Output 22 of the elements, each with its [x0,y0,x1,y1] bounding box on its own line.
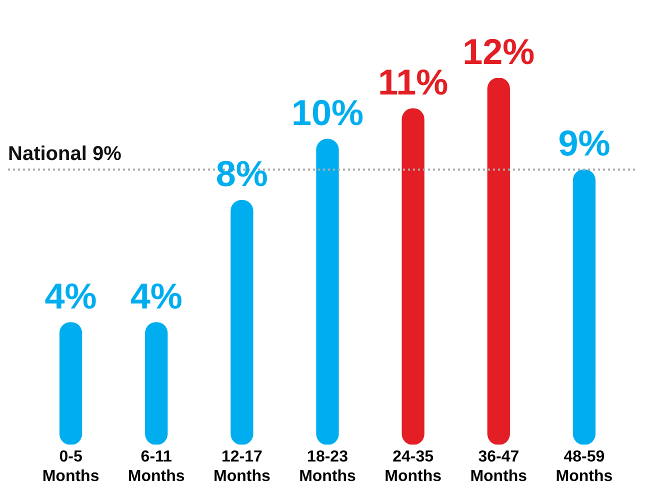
data-label: 11% [378,61,448,102]
bar [145,322,168,445]
bar [487,78,510,445]
x-tick-label: 24-35 Months [384,448,442,485]
bar [59,322,82,445]
x-tick-label: 36-47 Months [470,448,528,485]
x-tick-label: 6-11 Months [128,448,185,485]
data-label: 8% [216,153,268,194]
data-label: 12% [462,30,535,72]
bar [572,169,596,445]
bar [316,138,339,445]
data-label: 9% [558,122,610,164]
bar [402,108,424,445]
x-tick-label: 18-23 Months [299,448,356,485]
data-label: 10% [291,92,364,134]
x-tick-label: 48-59 Months [556,448,613,485]
ref-line-label: National 9% [8,143,122,166]
x-tick-label: 12-17 Months [213,448,270,485]
x-tick-label: 0-5 Months [42,448,100,485]
data-label: 4% [44,275,97,316]
data-label: 4% [130,275,182,316]
bar [230,200,254,445]
